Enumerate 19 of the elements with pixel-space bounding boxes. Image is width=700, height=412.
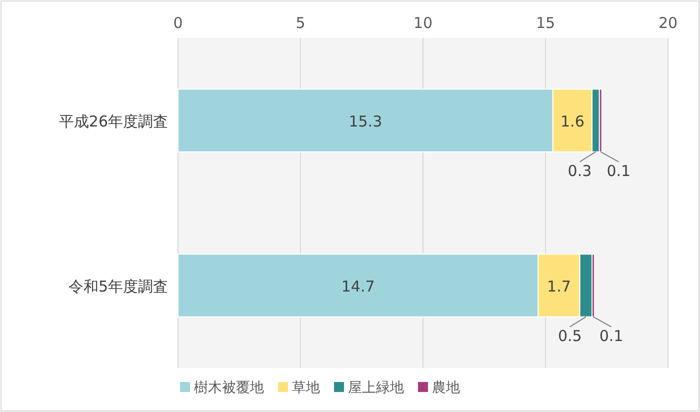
x-tick-label: 20 <box>658 14 678 32</box>
x-tick-label: 10 <box>413 14 433 32</box>
data-label: 0.1 <box>599 326 624 345</box>
x-tick-label: 15 <box>536 14 556 32</box>
x-tick-label: 0 <box>173 14 183 32</box>
x-tick-label: 5 <box>296 14 306 32</box>
legend-label: 草地 <box>292 380 320 396</box>
data-label: 15.3 <box>348 112 382 130</box>
data-label: 0.5 <box>558 326 582 345</box>
y-tick-label: 令和5年度調査 <box>68 278 168 296</box>
data-label: 0.1 <box>606 162 631 180</box>
legend-label: 農地 <box>432 380 460 396</box>
data-label: 1.7 <box>547 278 571 296</box>
data-label: 14.7 <box>341 278 375 296</box>
legend-label: 樹木被覆地 <box>194 380 264 396</box>
data-label: 1.6 <box>560 112 584 130</box>
data-label: 0.3 <box>568 162 592 180</box>
y-tick-label: 平成26年度調査 <box>58 112 168 130</box>
legend-label: 屋上緑地 <box>348 380 404 396</box>
